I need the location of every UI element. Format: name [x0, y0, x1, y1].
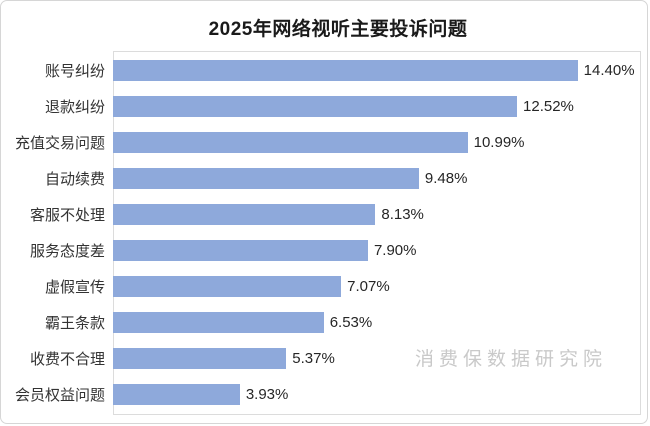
bar-row: 充值交易问题 10.99% [5, 124, 639, 160]
category-label: 退款纠纷 [44, 98, 105, 116]
bar-track: 5.37% [113, 347, 639, 369]
category-label: 霸王条款 [44, 314, 105, 332]
bar-track: 7.07% [113, 275, 639, 297]
category-label: 充值交易问题 [14, 134, 105, 152]
value-label: 5.37% [292, 349, 335, 367]
bar-track: 3.93% [113, 383, 639, 405]
category-label: 虚假宣传 [44, 278, 105, 296]
bar-row: 账号纠纷 14.40% [5, 52, 639, 88]
category-label: 账号纠纷 [44, 62, 105, 80]
bar-track: 8.13% [113, 203, 639, 225]
category-label: 收费不合理 [29, 350, 105, 368]
bar [113, 203, 376, 225]
bar-chart: 账号纠纷 14.40% 退款纠纷 12.52% 充值交易问题 10.99% 自动续费 9.48… [5, 52, 639, 412]
bar-track: 12.52% [113, 95, 639, 117]
bar [113, 239, 368, 261]
bar-track: 6.53% [113, 311, 639, 333]
value-label: 14.40% [583, 61, 635, 79]
category-label: 会员权益问题 [14, 386, 105, 404]
bar-row: 退款纠纷 12.52% [5, 88, 639, 124]
value-label: 8.13% [381, 205, 424, 223]
bar-row: 服务态度差 7.90% [5, 232, 639, 268]
bar [113, 131, 468, 153]
value-label: 7.07% [347, 277, 390, 295]
bar [113, 95, 518, 117]
bar-track: 10.99% [113, 131, 639, 153]
bar-track: 14.40% [113, 59, 639, 81]
value-label: 10.99% [473, 133, 525, 151]
category-label: 客服不处理 [29, 206, 105, 224]
value-label: 6.53% [329, 313, 373, 331]
chart-title: 2025年网络视听主要投诉问题 [208, 19, 468, 40]
bar-row: 霸王条款 6.53% [5, 304, 639, 340]
bar-row: 虚假宣传 7.07% [5, 268, 639, 304]
bar-row: 客服不处理 8.13% [5, 196, 639, 232]
value-label: 9.48% [424, 169, 468, 187]
bar-row: 收费不合理 5.37% [5, 340, 639, 376]
bar [113, 167, 419, 189]
bar [113, 347, 287, 369]
value-label: 12.52% [523, 97, 574, 115]
category-label: 服务态度差 [29, 242, 105, 260]
bar [113, 311, 324, 333]
bar-track: 9.48% [113, 167, 639, 189]
bar [113, 59, 578, 81]
bar-row: 会员权益问题 3.93% [5, 376, 639, 412]
bar [113, 275, 342, 297]
bar-track: 7.90% [113, 239, 639, 261]
category-label: 自动续费 [44, 170, 105, 188]
bar [113, 383, 240, 405]
value-label: 7.90% [373, 241, 417, 259]
bar-row: 自动续费 9.48% [5, 160, 639, 196]
value-label: 3.93% [245, 385, 289, 403]
